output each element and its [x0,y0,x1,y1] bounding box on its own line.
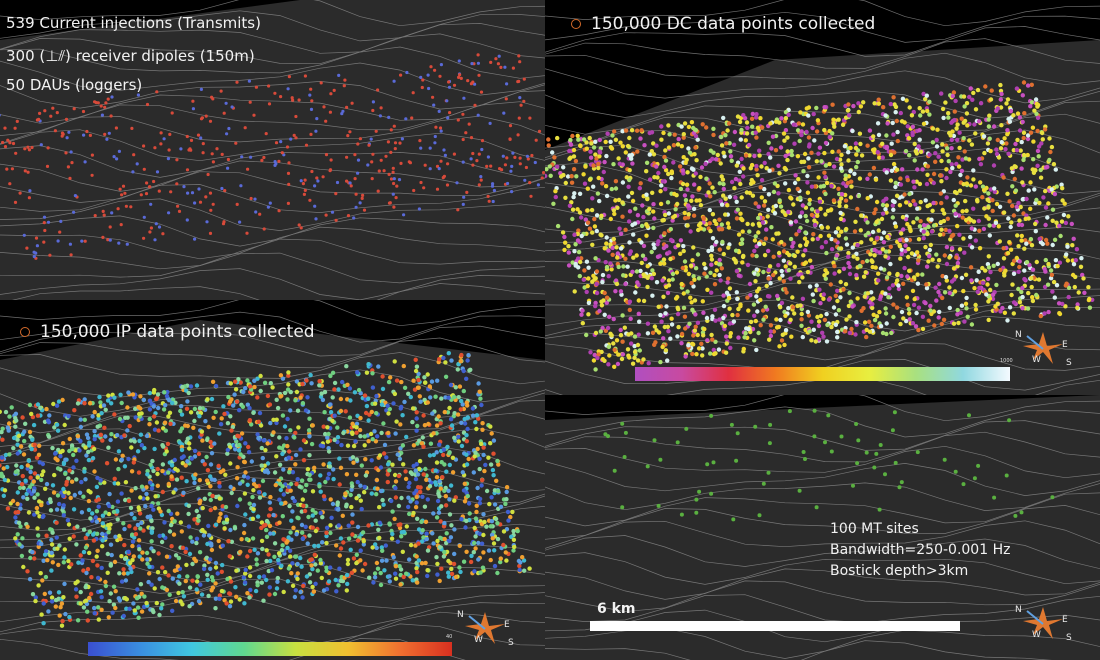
transmits-terrain [0,0,545,300]
dc-marker-icon [571,19,581,29]
mt-info: 100 MT sites Bandwidth=250-0.001 Hz Bost… [830,519,1010,582]
ip-marker-icon [20,327,30,337]
dc-terrain [545,0,1100,395]
dc-map-panel: 150,000 DC data points collected 1000 N … [545,0,1100,395]
ip-colorbar-max: 40 [446,634,453,640]
dc-title: 150,000 DC data points collected [571,14,875,34]
transmits-count-text: 539 Current injections (Transmits) [6,14,261,32]
dipoles-count-text: 300 (⊥⫽) receiver dipoles (150m) [6,47,255,65]
ip-compass-icon: N E W S [457,610,514,648]
ip-title: 150,000 IP data points collected [20,322,315,342]
mt-compass-icon: N E W S [1015,605,1072,643]
scale-bar-label: 6 km [597,601,636,617]
ip-colorbar [88,642,452,656]
dc-colorbar-max: 1000 [1000,358,1013,364]
mt-depth-text: Bostick depth>3km [830,563,969,579]
mt-bandwidth-text: Bandwidth=250-0.001 Hz [830,542,1011,558]
daus-count-text: 50 DAUs (loggers) [6,76,143,94]
ip-map-panel: 150,000 IP data points collected 40 N E … [0,300,545,660]
transmits-map-panel: 539 Current injections (Transmits) 300 (… [0,0,545,300]
mt-map-panel: 100 MT sites Bandwidth=250-0.001 Hz Bost… [545,395,1100,660]
ip-terrain [0,300,545,660]
mt-sites-text: 100 MT sites [830,521,919,537]
dc-compass-icon: N E W S [1015,330,1072,368]
scale-bar [590,621,960,631]
dc-colorbar [635,367,1010,381]
mt-terrain [545,395,1100,660]
